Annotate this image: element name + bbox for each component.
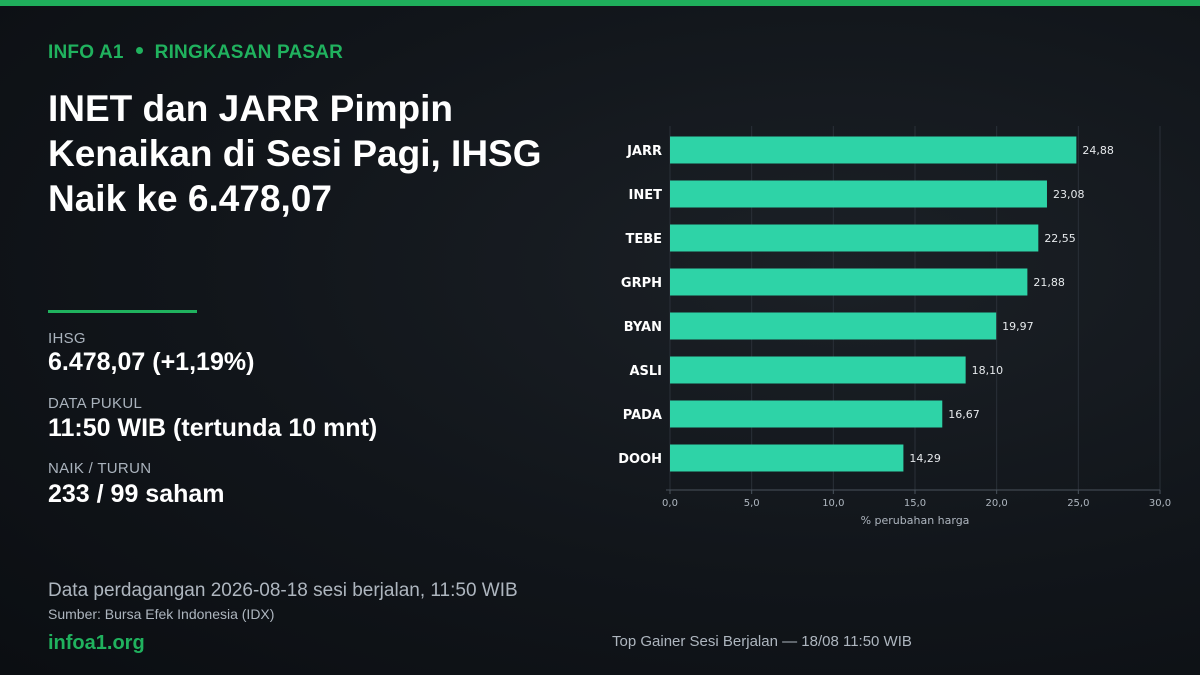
value-label-byan: 19,97	[1002, 320, 1034, 333]
x-tick-label-4: 20,0	[986, 498, 1008, 509]
x-tick-label-6: 30,0	[1149, 498, 1171, 509]
x-tick-label-0: 0,0	[662, 498, 678, 509]
bar-byan	[670, 312, 997, 340]
category-label-byan: BYAN	[624, 320, 662, 335]
bar-jarr	[670, 136, 1077, 164]
chart-caption: Top Gainer Sesi Berjalan — 18/08 11:50 W…	[612, 633, 912, 650]
bar-grph	[670, 268, 1028, 296]
category-label-inet: INET	[629, 188, 663, 203]
stat-label-ihsg: IHSG	[48, 330, 86, 347]
category-label-asli: ASLI	[629, 364, 662, 379]
value-label-jarr: 24,88	[1082, 144, 1114, 157]
x-tick-label-5: 25,0	[1067, 498, 1089, 509]
bar-asli	[670, 356, 966, 384]
kicker: INFO A1 RINGKASAN PASAR	[48, 42, 343, 64]
top-accent-bar	[0, 0, 1200, 6]
category-label-tebe: TEBE	[625, 232, 662, 247]
data-note: Data perdagangan 2026-08-18 sesi berjala…	[48, 580, 518, 601]
x-tick-label-3: 15,0	[904, 498, 926, 509]
category-label-pada: PADA	[623, 408, 662, 423]
category-label-dooh: DOOH	[618, 452, 662, 467]
value-label-inet: 23,08	[1053, 188, 1085, 201]
stat-label-data-time: DATA PUKUL	[48, 395, 143, 412]
value-label-asli: 18,10	[972, 364, 1004, 377]
source-note: Sumber: Bursa Efek Indonesia (IDX)	[48, 606, 275, 622]
stat-value-advance-decline: 233 / 99 saham	[48, 480, 225, 508]
value-label-dooh: 14,29	[909, 452, 941, 465]
separator-dot	[135, 47, 143, 55]
bar-pada	[670, 400, 943, 428]
category-label-jarr: JARR	[626, 144, 662, 159]
bar-tebe	[670, 224, 1039, 252]
bar-dooh	[670, 444, 904, 472]
value-label-grph: 21,88	[1033, 276, 1065, 289]
brand-label: INFO A1	[48, 42, 124, 63]
stat-value-ihsg: 6.478,07 (+1,19%)	[48, 348, 255, 376]
stat-value-data-time: 11:50 WIB (tertunda 10 mnt)	[48, 414, 378, 442]
value-label-tebe: 22,55	[1044, 232, 1076, 245]
x-tick-label-1: 5,0	[744, 498, 760, 509]
section-label: RINGKASAN PASAR	[154, 42, 344, 63]
top-gainer-chart: JARR 24,88 INET 23,08 TEBE 22,55 GRPH 21,88 BYAN…	[618, 126, 1171, 527]
site-link[interactable]: infoa1.org	[48, 632, 145, 654]
headline: INET dan JARR Pimpin Kenaikan di Sesi Pa…	[48, 88, 542, 219]
bar-inet	[670, 180, 1047, 208]
category-label-grph: GRPH	[621, 276, 662, 291]
x-tick-label-2: 10,0	[822, 498, 844, 509]
x-axis-title: % perubahan harga	[861, 514, 970, 527]
stat-label-advance-decline: NAIK / TURUN	[48, 460, 152, 477]
value-label-pada: 16,67	[948, 408, 980, 421]
accent-divider	[48, 310, 197, 313]
